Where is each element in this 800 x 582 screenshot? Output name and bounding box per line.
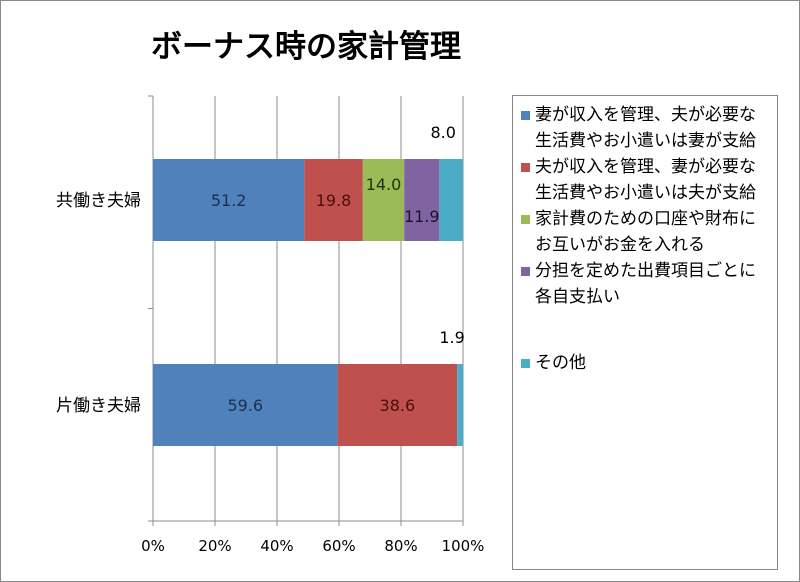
data-label: 59.6 [227,396,263,415]
data-label: 14.0 [366,175,402,194]
x-tick-label: 100% [442,537,485,555]
legend-swatch [521,163,530,172]
legend-swatch [521,215,530,224]
legend-label: 分担を定めた出費項目ごとに各自支払い [535,261,756,307]
legend-label: 夫が収入を管理、妻が必要な生活費やお小遣いは夫が支給 [535,157,756,203]
legend-item: 妻が収入を管理、夫が必要な生活費やお小遣いは妻が支給 [521,102,771,154]
bar-segment [362,159,405,241]
data-label: 38.6 [380,396,416,415]
x-tick-label: 20% [198,537,231,555]
data-label: 1.9 [439,328,464,347]
chart-title: ボーナス時の家計管理 [151,29,461,65]
x-tick-label: 40% [260,537,293,555]
data-label: 19.8 [316,191,352,210]
legend-swatch [521,111,530,120]
data-label: 11.9 [404,207,440,226]
bar-segment [304,159,363,241]
legend-item: 夫が収入を管理、妻が必要な生活費やお小遣いは夫が支給 [521,154,771,206]
data-label: 51.2 [211,191,247,210]
data-label: 8.0 [430,123,455,142]
category-label: 片働き夫婦 [56,396,141,416]
legend-swatch [521,267,530,276]
bar-segment [457,364,463,446]
legend-item: 家計費のための口座や財布にお互いがお金を入れる [521,206,771,258]
bar-segment [337,364,458,446]
legend-item: 分担を定めた出費項目ごとに各自支払い [521,258,771,310]
legend: 妻が収入を管理、夫が必要な生活費やお小遣いは妻が支給 夫が収入を管理、妻が必要な生… [512,95,778,570]
category-label: 共働き夫婦 [56,191,141,211]
bar-segment [404,159,440,241]
bar-segment [439,159,463,241]
bar-segment [153,364,338,446]
legend-swatch [521,359,530,368]
legend-label: 家計費のための口座や財布にお互いがお金を入れる [535,209,756,255]
legend-label: 妻が収入を管理、夫が必要な生活費やお小遣いは妻が支給 [535,105,756,151]
legend-label: その他 [535,353,586,373]
legend-item: その他 [521,350,771,376]
x-tick-label: 60% [322,537,355,555]
x-tick-label: 80% [384,537,417,555]
bar-segment [153,159,305,241]
x-tick-label: 0% [141,537,165,555]
